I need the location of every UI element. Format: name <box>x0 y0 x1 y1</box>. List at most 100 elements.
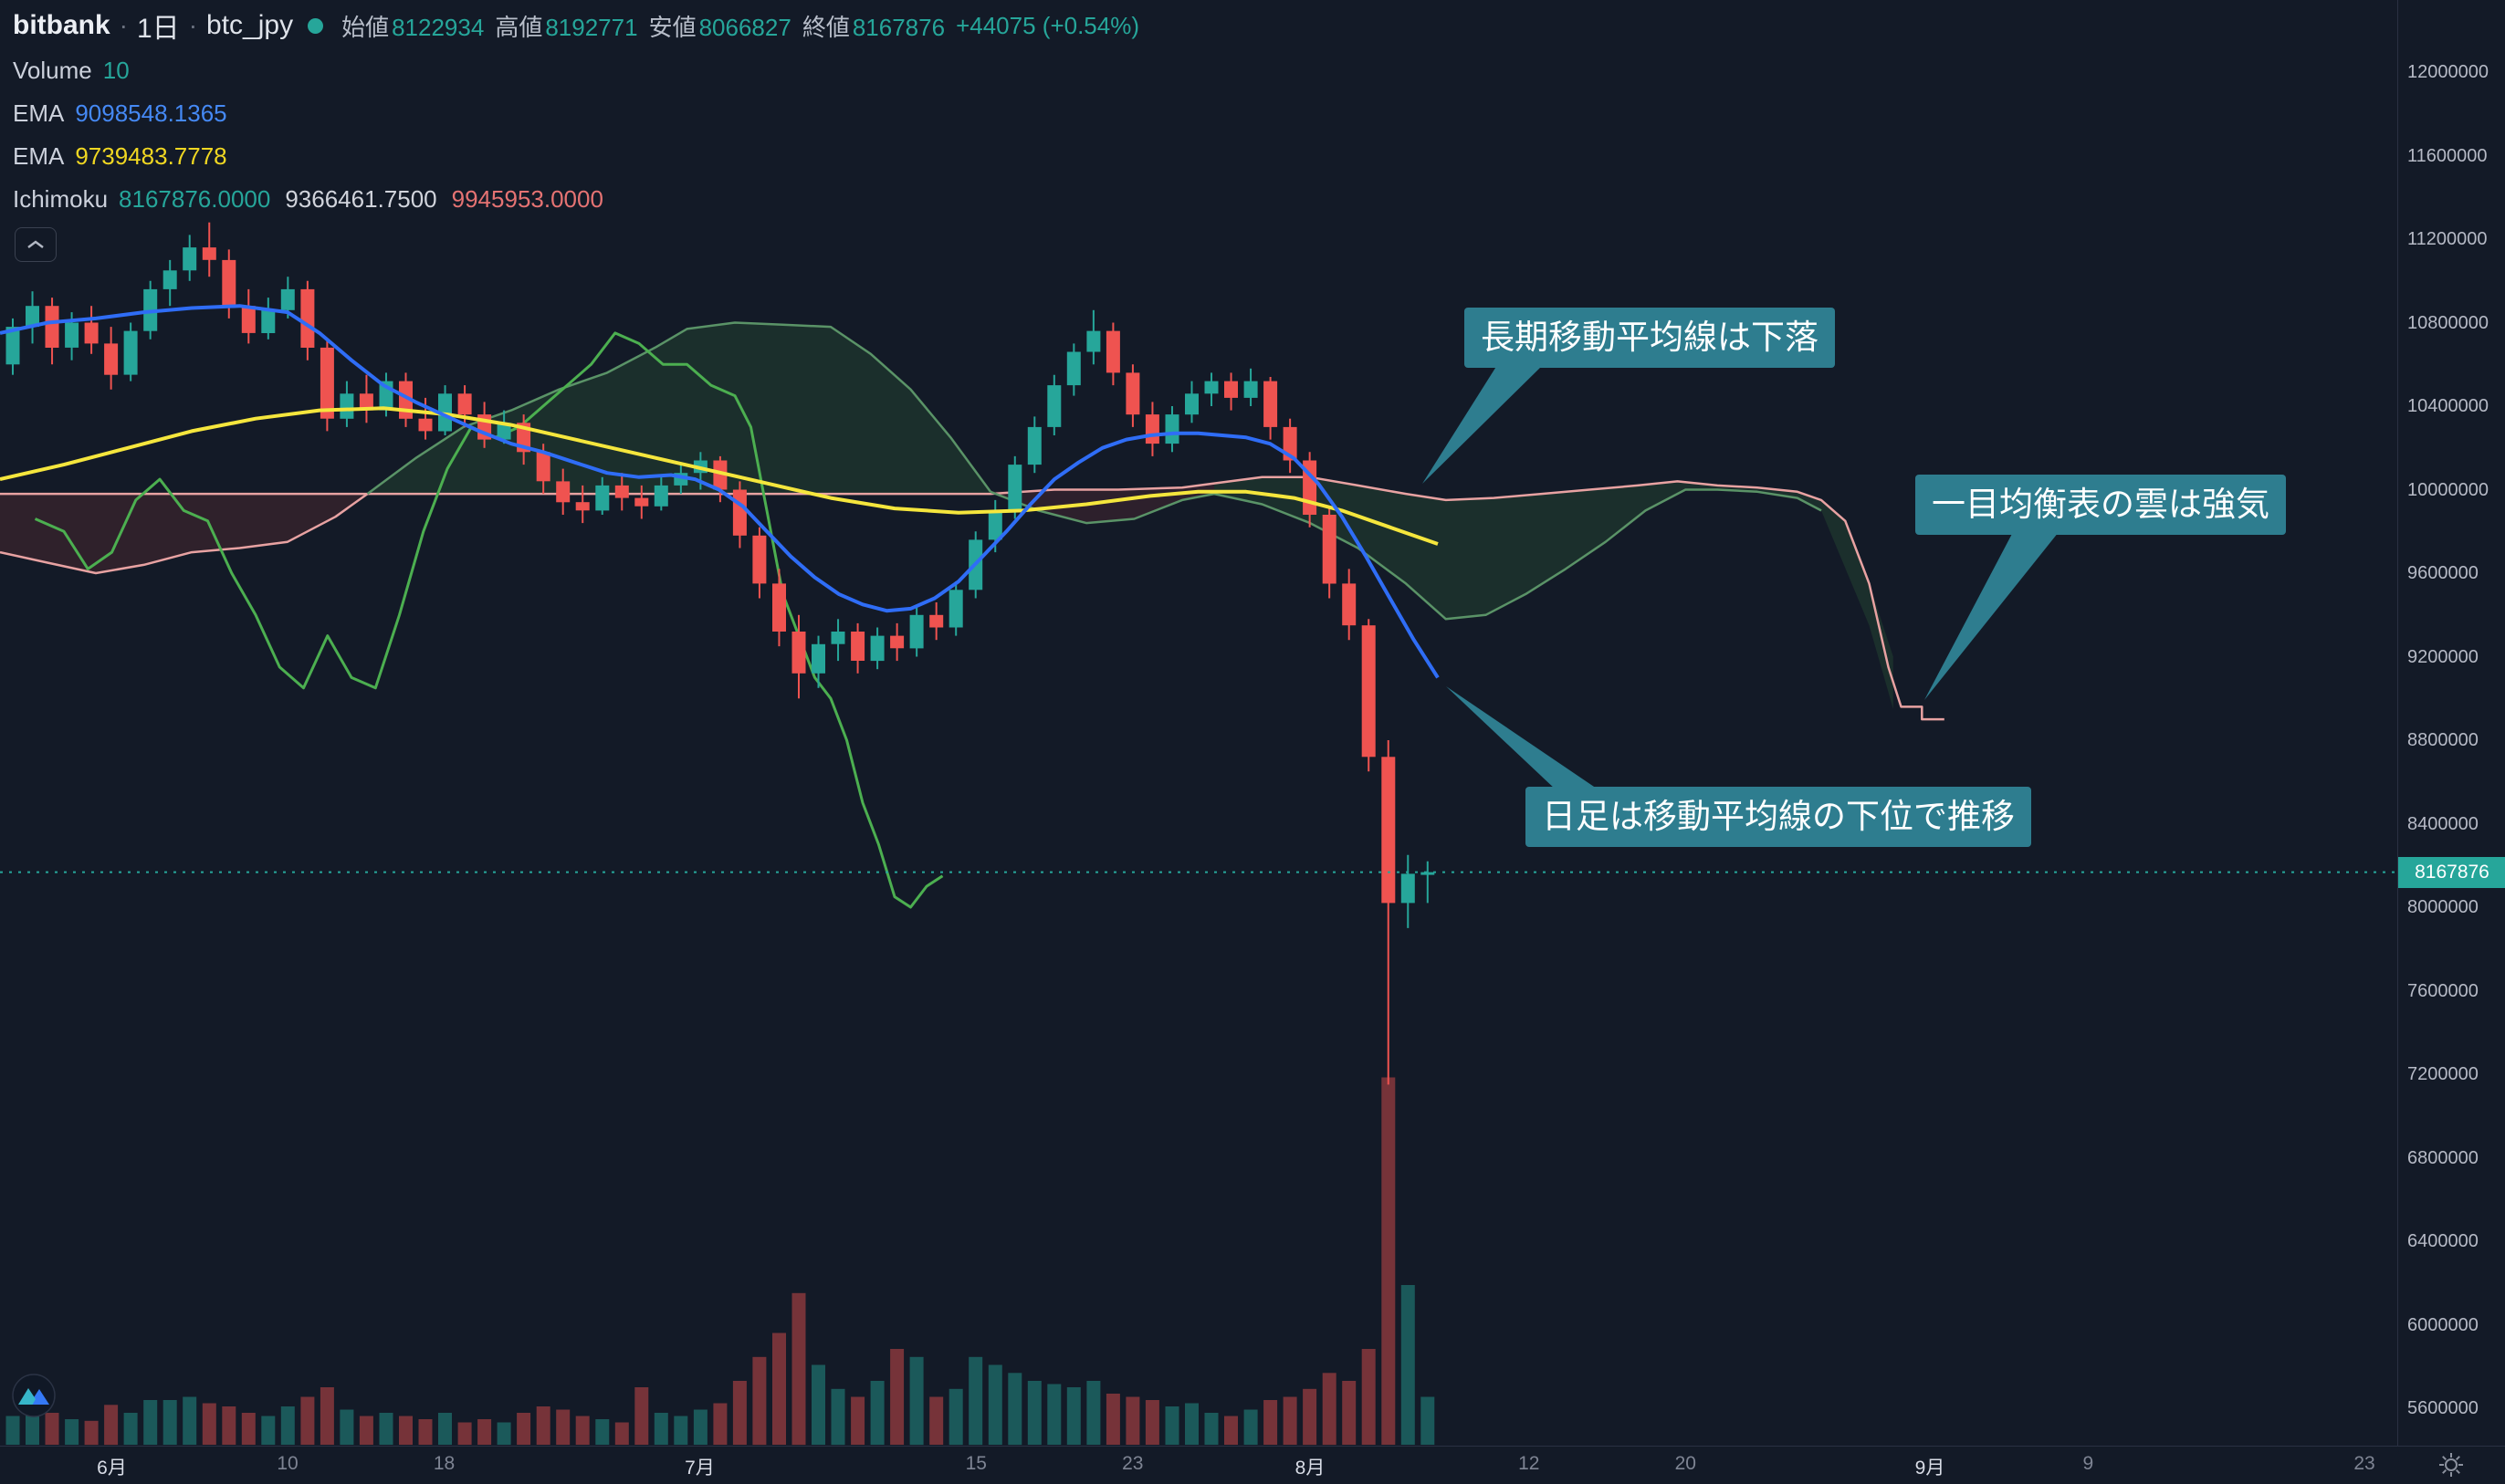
callout-annotation[interactable]: 長期移動平均線は下落 <box>1464 308 1835 368</box>
candle-body[interactable] <box>812 643 825 674</box>
callout-tail <box>1422 365 1543 484</box>
candle-body[interactable] <box>222 259 236 307</box>
candle-body[interactable] <box>732 489 747 536</box>
candle-body[interactable] <box>556 481 571 503</box>
volume-bar <box>359 1416 373 1445</box>
time-axis[interactable]: 6月 10 18 7月 15 23 8月 12 20 9月 9 23 <box>0 1446 2505 1484</box>
volume-bar <box>418 1419 433 1445</box>
senkou-a-mid[interactable] <box>990 490 1215 525</box>
collapse-indicators-button[interactable] <box>15 227 57 262</box>
indicator-legend-row[interactable]: EMA 9098548.1365 <box>13 92 1139 135</box>
candle-body[interactable] <box>614 485 629 498</box>
candle-body[interactable] <box>457 393 472 415</box>
candle-body[interactable] <box>261 309 276 333</box>
candle-body[interactable] <box>340 393 354 419</box>
candle-body[interactable] <box>26 306 39 328</box>
indicator-value: 9098548.1365 <box>75 99 227 127</box>
candle-body[interactable] <box>104 343 119 375</box>
candle-body[interactable] <box>280 288 295 310</box>
candle-body[interactable] <box>183 247 197 271</box>
volume-bar <box>693 1409 707 1445</box>
candle-body[interactable] <box>909 614 924 649</box>
candle-body[interactable] <box>1145 414 1159 444</box>
candle-body[interactable] <box>241 306 256 333</box>
senkou-b-left-lower[interactable] <box>0 493 369 575</box>
candle-body[interactable] <box>65 322 79 348</box>
senkou-b-line[interactable] <box>0 476 1944 721</box>
candle-body[interactable] <box>1106 330 1120 373</box>
candle-body[interactable] <box>1165 414 1179 444</box>
candle-body[interactable] <box>890 635 905 649</box>
price-axis[interactable]: 8167876 12400000 12000000 11600000 11200000… <box>2397 0 2505 1446</box>
candle-body[interactable] <box>1420 872 1435 875</box>
indicator-legend-row[interactable]: Volume 10 <box>13 49 1139 92</box>
candle-body[interactable] <box>1322 515 1336 584</box>
candle-body[interactable] <box>772 583 786 632</box>
volume-bar <box>929 1396 944 1445</box>
candle-body[interactable] <box>320 347 334 419</box>
candle-body[interactable] <box>713 460 728 490</box>
candle-body[interactable] <box>359 393 373 411</box>
indicator-legend-row[interactable]: Ichimoku 8167876.0000 9366461.7500 9945953.… <box>13 178 1139 221</box>
candle-body[interactable] <box>418 418 433 432</box>
candle-body[interactable] <box>870 635 885 662</box>
candle-body[interactable] <box>1086 330 1101 352</box>
exchange-name[interactable]: bitbank <box>13 10 110 40</box>
indicator-legend-row[interactable]: EMA 9739483.7778 <box>13 135 1139 178</box>
candle-body[interactable] <box>497 423 511 440</box>
candle-body[interactable] <box>162 270 177 289</box>
candle-body[interactable] <box>1027 426 1042 465</box>
symbol-pair[interactable]: btc_jpy <box>206 10 294 40</box>
volume-bar <box>1047 1384 1062 1445</box>
volume-bar <box>1420 1396 1435 1445</box>
candle-body[interactable] <box>654 485 668 507</box>
candle-body[interactable] <box>949 590 963 628</box>
candle-body[interactable] <box>1381 757 1396 904</box>
logo-icon[interactable] <box>11 1373 57 1423</box>
axis-settings-gear-icon[interactable] <box>2437 1451 2465 1479</box>
candle-body[interactable] <box>929 614 944 628</box>
indicator-name: Volume <box>13 57 92 84</box>
candle-body[interactable] <box>84 322 99 344</box>
interval-label[interactable]: 1日 <box>137 14 180 44</box>
candle-body[interactable] <box>202 247 216 260</box>
candle-body[interactable] <box>45 306 59 348</box>
callout-annotation[interactable]: 一目均衡表の雲は強気 <box>1915 475 2286 535</box>
candle-body[interactable] <box>5 327 20 365</box>
time-axis-label: 12 <box>1518 1453 1540 1474</box>
candle-body[interactable] <box>1243 381 1258 398</box>
candle-body[interactable] <box>1204 381 1219 394</box>
candle-body[interactable] <box>791 632 806 674</box>
candle-body[interactable] <box>1126 372 1140 415</box>
candle-body[interactable] <box>1400 873 1415 904</box>
candle-body[interactable] <box>536 452 550 482</box>
candle-body[interactable] <box>988 510 1002 540</box>
volume-bar <box>1126 1396 1140 1445</box>
candle-body[interactable] <box>595 485 610 511</box>
candle-body[interactable] <box>1047 385 1062 427</box>
chikou-span-line[interactable] <box>34 331 944 909</box>
candle-body[interactable] <box>1185 393 1199 415</box>
ema-fast-line[interactable] <box>0 304 1440 679</box>
volume-bar <box>674 1416 688 1445</box>
volume-bar <box>497 1422 511 1445</box>
ema-slow-line[interactable] <box>0 406 1439 546</box>
candle-body[interactable] <box>1224 381 1238 398</box>
candle-body[interactable] <box>123 330 138 375</box>
candle-body[interactable] <box>634 497 649 507</box>
candle-body[interactable] <box>300 288 315 348</box>
candle-body[interactable] <box>575 502 590 511</box>
volume-bar <box>1283 1396 1297 1445</box>
candle-body[interactable] <box>1361 625 1376 758</box>
candle-body[interactable] <box>1263 381 1278 427</box>
candle-body[interactable] <box>752 535 767 584</box>
candle-body[interactable] <box>1066 351 1081 386</box>
candle-body[interactable] <box>851 632 865 661</box>
candle-body[interactable] <box>1008 465 1022 511</box>
candle-body[interactable] <box>1342 583 1357 626</box>
volume-bar <box>280 1406 295 1445</box>
volume-bar <box>1185 1403 1199 1445</box>
candle-body[interactable] <box>831 632 845 644</box>
callout-annotation[interactable]: 日足は移動平均線の下位で推移 <box>1525 787 2031 847</box>
